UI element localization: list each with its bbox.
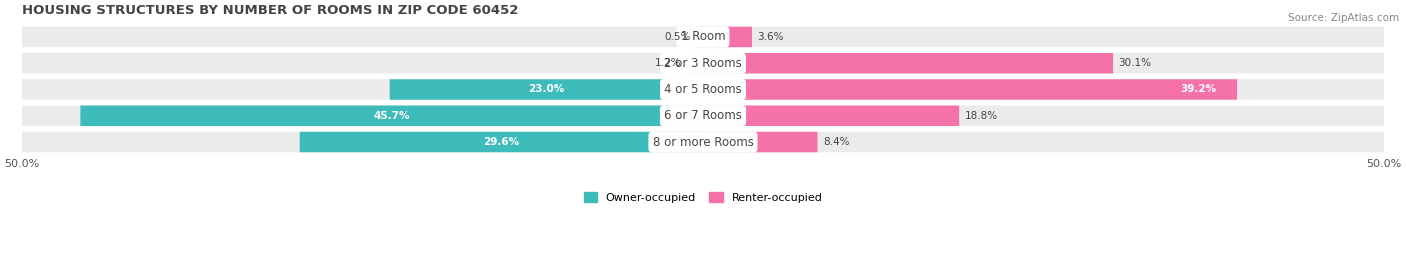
Text: 8 or more Rooms: 8 or more Rooms (652, 136, 754, 148)
FancyBboxPatch shape (686, 53, 703, 73)
Text: 3.6%: 3.6% (758, 32, 785, 42)
Text: 2 or 3 Rooms: 2 or 3 Rooms (664, 57, 742, 70)
Text: 1 Room: 1 Room (681, 30, 725, 44)
Text: 4 or 5 Rooms: 4 or 5 Rooms (664, 83, 742, 96)
FancyBboxPatch shape (703, 79, 1237, 100)
FancyBboxPatch shape (21, 132, 1385, 152)
Text: 45.7%: 45.7% (374, 111, 411, 121)
Text: 39.2%: 39.2% (1181, 84, 1216, 94)
FancyBboxPatch shape (703, 53, 1114, 73)
Legend: Owner-occupied, Renter-occupied: Owner-occupied, Renter-occupied (579, 188, 827, 207)
Text: 8.4%: 8.4% (823, 137, 849, 147)
Text: 0.5%: 0.5% (665, 32, 690, 42)
Text: 30.1%: 30.1% (1119, 58, 1152, 68)
Text: 1.2%: 1.2% (655, 58, 681, 68)
Text: HOUSING STRUCTURES BY NUMBER OF ROOMS IN ZIP CODE 60452: HOUSING STRUCTURES BY NUMBER OF ROOMS IN… (21, 4, 519, 17)
FancyBboxPatch shape (21, 27, 1385, 47)
FancyBboxPatch shape (696, 27, 703, 47)
Text: 18.8%: 18.8% (965, 111, 998, 121)
FancyBboxPatch shape (299, 132, 703, 152)
FancyBboxPatch shape (703, 27, 752, 47)
FancyBboxPatch shape (703, 132, 817, 152)
Text: 29.6%: 29.6% (484, 137, 519, 147)
FancyBboxPatch shape (703, 105, 959, 126)
Text: 6 or 7 Rooms: 6 or 7 Rooms (664, 109, 742, 122)
Text: Source: ZipAtlas.com: Source: ZipAtlas.com (1288, 13, 1399, 23)
Text: 23.0%: 23.0% (529, 84, 564, 94)
FancyBboxPatch shape (80, 105, 703, 126)
FancyBboxPatch shape (389, 79, 703, 100)
FancyBboxPatch shape (21, 79, 1385, 100)
FancyBboxPatch shape (21, 105, 1385, 126)
FancyBboxPatch shape (21, 53, 1385, 73)
